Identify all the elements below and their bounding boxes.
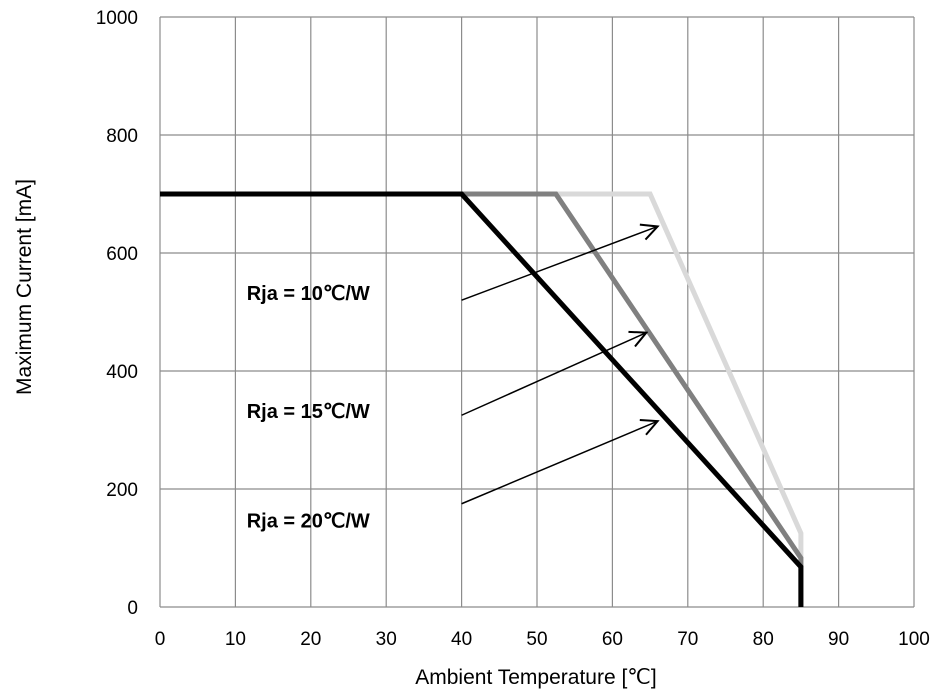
annotation-label-3: Rja = 20℃/W	[247, 510, 370, 532]
x-tick-label: 10	[225, 629, 246, 650]
x-tick-label: 20	[300, 629, 321, 650]
x-tick-label: 60	[602, 629, 623, 650]
x-tick-label: 70	[677, 629, 698, 650]
series-lines	[160, 191, 804, 607]
y-tick-label: 800	[106, 126, 138, 147]
y-tick-label: 600	[106, 244, 138, 265]
x-tick-label: 90	[828, 629, 849, 650]
y-tick-label: 0	[127, 598, 138, 619]
x-tick-label: 0	[155, 629, 166, 650]
x-axis-label: Ambient Temperature [℃]	[415, 666, 656, 689]
annotation-label-1: Rja = 10℃/W	[247, 283, 370, 305]
annotation-arrow-2	[461, 333, 647, 416]
x-tick-label: 80	[753, 629, 774, 650]
annotation-label-2: Rja = 15℃/W	[247, 401, 370, 423]
y-tick-label: 1000	[96, 8, 138, 29]
y-axis-label: Maximum Current [mA]	[13, 179, 36, 395]
x-tick-label: 30	[376, 629, 397, 650]
y-tick-label: 200	[106, 480, 138, 501]
y-tick-label: 400	[106, 362, 138, 383]
annotation-arrow-3	[461, 421, 658, 505]
grid	[159, 16, 915, 608]
annotation-arrow-1	[461, 226, 658, 301]
series-line-3	[160, 191, 804, 607]
x-tick-label: 100	[898, 629, 930, 650]
x-tick-label: 50	[526, 629, 547, 650]
x-tick-label: 40	[451, 629, 472, 650]
annotations: Rja = 10℃/W Rja = 15℃/W Rja = 20℃/W	[247, 226, 658, 532]
